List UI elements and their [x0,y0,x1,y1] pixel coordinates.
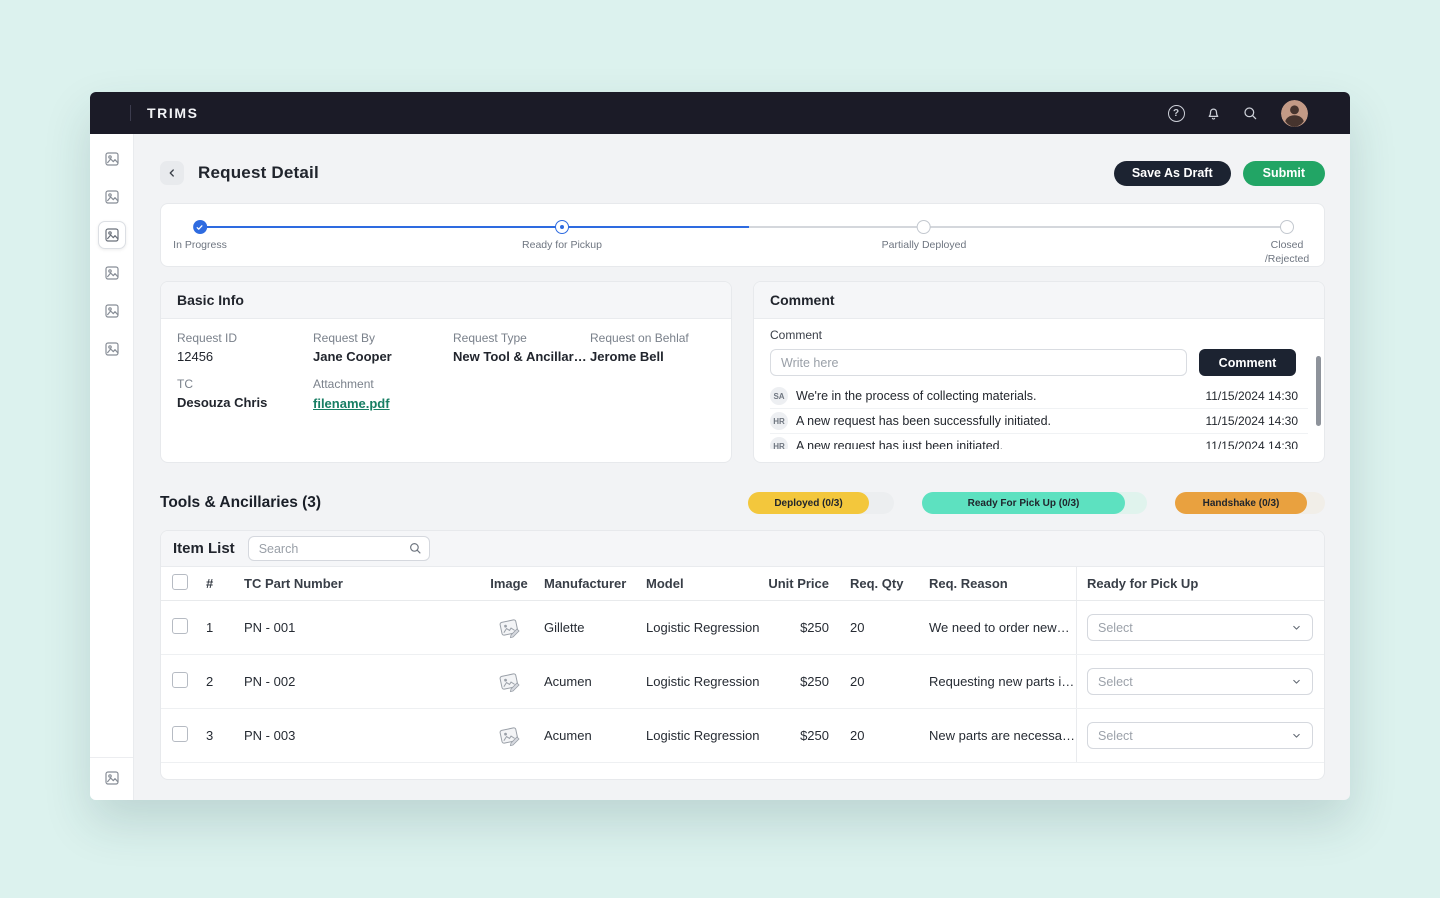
commenter-avatar: HR [770,412,788,430]
pickup-select-dropdown[interactable]: Select [1087,722,1313,749]
back-button[interactable] [160,161,184,185]
chevron-down-icon [1293,679,1300,684]
check-icon [192,220,207,234]
page-title: Request Detail [198,163,319,182]
comment-list: SA We're in the process of collecting ma… [770,384,1308,449]
upcoming-step-icon [916,220,931,234]
app-brand: TRIMS [147,105,199,121]
upcoming-step-icon [1280,220,1294,234]
comment-card: Comment Comment Comment SA We're in the … [753,281,1325,463]
comment-timestamp: 11/15/2024 14:30 [1205,439,1298,449]
basic-info-card: Basic Info Request ID 12456 Request By J… [160,281,732,463]
badge-deployed[interactable]: Deployed (0/3) [748,492,894,514]
save-as-draft-button[interactable]: Save As Draft [1113,160,1231,186]
row-checkbox[interactable] [172,618,188,634]
page-header: Request Detail Save As Draft Submit [160,160,1325,186]
basic-info-title: Basic Info [161,282,731,319]
comment-card-title: Comment [754,282,1324,319]
table-row: 1 PN - 001 Gillette Logistic Regression … [161,601,1324,655]
field-request-on-behalf: Request on Behlaf Jerome Bell [590,331,689,364]
sidebar-item-5[interactable] [97,292,127,330]
step-closed-rejected: Closed /Rejected [1258,220,1316,266]
image-icon [104,304,119,318]
chevron-down-icon [1293,625,1300,630]
select-all-checkbox[interactable] [172,574,188,590]
table-row: 3 PN - 003 Acumen Logistic Regression $2… [161,709,1324,763]
question-mark: ? [1167,104,1185,122]
tools-title: Tools & Ancillaries (3) [160,494,322,511]
badge-handshake[interactable]: Handshake (0/3) [1175,492,1325,514]
field-request-by: Request By Jane Cooper [313,331,392,364]
item-image-thumbnail [483,669,535,695]
image-icon [104,190,119,204]
bell-icon[interactable] [1204,104,1222,122]
field-request-id: Request ID 12456 [177,331,238,364]
comment-field-label: Comment [770,328,823,342]
topbar: TRIMS ? [90,92,1350,134]
comment-timestamp: 11/15/2024 14:30 [1205,414,1298,428]
comment-item: HR A new request has just been initiated… [770,434,1308,449]
sidebar-item-1[interactable] [97,140,127,178]
field-request-type: Request Type New Tool & Ancillar… [453,331,587,364]
app-window: TRIMS ? [90,92,1350,800]
progress-stepper: In Progress Ready for Pickup Partially D… [160,203,1325,267]
pickup-select-dropdown[interactable]: Select [1087,614,1313,641]
step-in-progress: In Progress [173,220,227,251]
sidebar-item-2[interactable] [97,178,127,216]
item-image-thumbnail [483,615,535,641]
sidebar-item-3-selected[interactable] [97,221,126,249]
image-icon [104,771,119,785]
search-icon[interactable] [1241,104,1259,122]
table-row: 2 PN - 002 Acumen Logistic Regression $2… [161,655,1324,709]
submit-button[interactable]: Submit [1242,160,1325,186]
comment-submit-button[interactable]: Comment [1199,349,1296,376]
help-icon[interactable]: ? [1167,104,1185,122]
step-partially-deployed: Partially Deployed [882,220,966,251]
tools-section-header: Tools & Ancillaries (3) Deployed (0/3) R… [160,491,1325,515]
sidebar [90,134,134,800]
stepper-progress [200,226,749,228]
commenter-avatar: HR [770,437,788,449]
user-avatar[interactable] [1281,99,1308,127]
commenter-avatar: SA [770,387,788,405]
row-checkbox[interactable] [172,726,188,742]
field-tc: TC Desouza Chris [177,377,268,410]
pickup-select-dropdown[interactable]: Select [1087,668,1313,695]
comment-item: SA We're in the process of collecting ma… [770,384,1308,409]
item-list-card: Item List # TC Part Number Image Manufac… [160,530,1325,780]
comment-item: HR A new request has been successfully i… [770,409,1308,434]
item-search-input[interactable] [247,536,430,561]
attachment-link[interactable]: filename.pdf [313,396,390,411]
topbar-actions: ? [1167,99,1308,127]
item-list-title: Item List [173,540,235,557]
image-icon [104,266,119,280]
comment-input[interactable] [770,349,1187,376]
item-image-thumbnail [483,723,535,749]
sidebar-item-4[interactable] [97,254,127,292]
back-chevron-icon [169,169,174,177]
current-step-icon [555,220,569,234]
comment-timestamp: 11/15/2024 14:30 [1205,389,1298,403]
comment-scrollbar-thumb[interactable] [1316,356,1321,426]
image-icon [104,152,119,166]
step-ready-for-pickup: Ready for Pickup [522,220,602,251]
sidebar-item-bottom[interactable] [90,757,133,800]
sidebar-item-6[interactable] [97,330,127,368]
main-content: Request Detail Save As Draft Submit In P… [134,134,1350,800]
row-checkbox[interactable] [172,672,188,688]
magnifier-icon [408,541,422,555]
table-footer-spacer [161,763,1324,779]
image-icon [104,342,119,356]
field-attachment: Attachment filename.pdf [313,377,390,411]
image-icon [104,228,119,242]
table-header: # TC Part Number Image Manufacturer Mode… [161,567,1324,601]
badge-ready-for-pick-up[interactable]: Ready For Pick Up (0/3) [922,492,1147,514]
topbar-divider [130,105,131,121]
chevron-down-icon [1293,733,1300,738]
